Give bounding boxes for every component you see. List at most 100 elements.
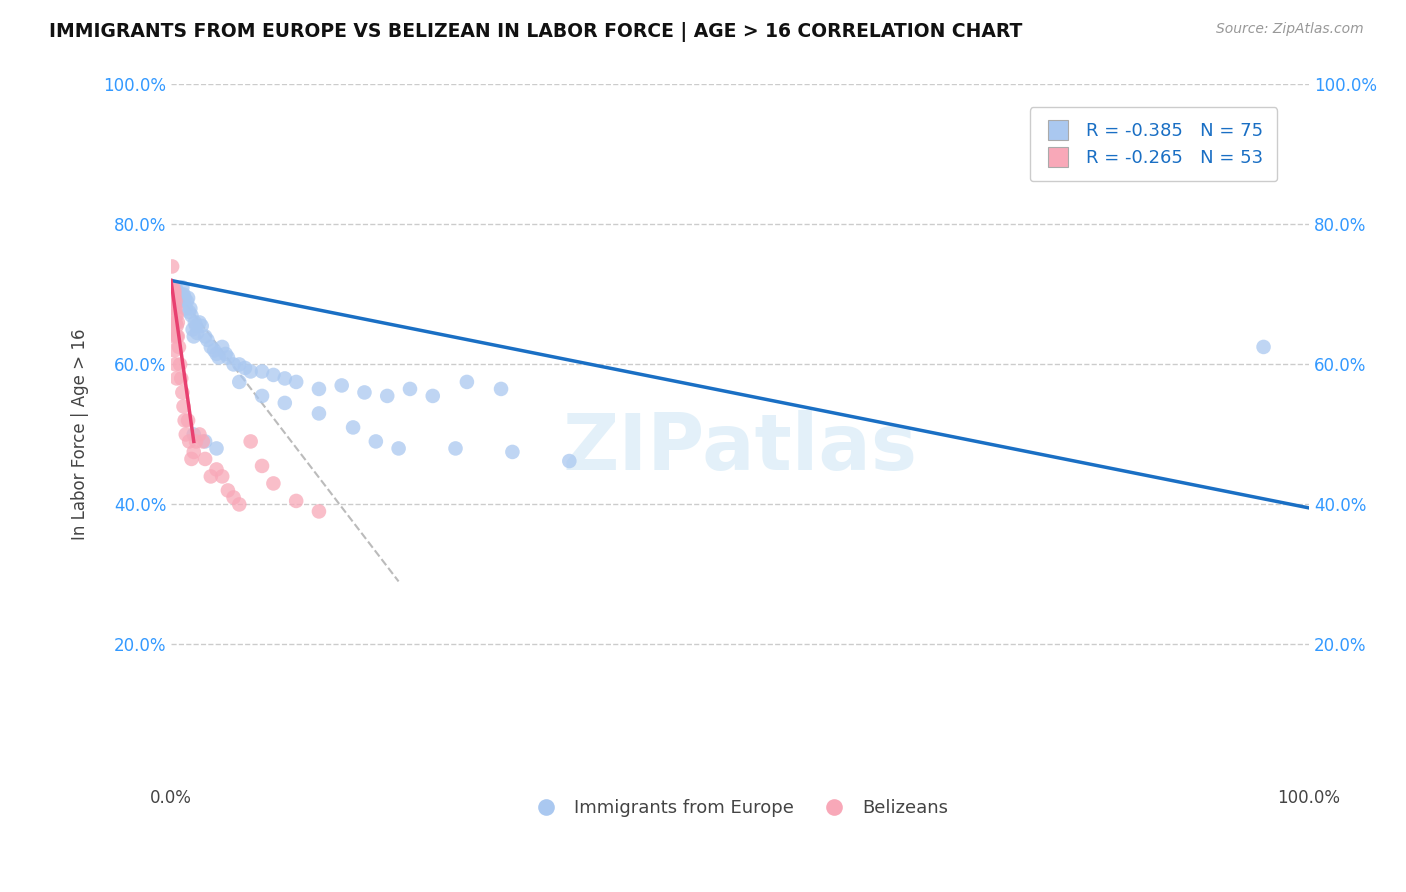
Point	[399, 382, 422, 396]
Point	[160, 260, 183, 274]
Point	[205, 442, 228, 456]
Point	[558, 454, 581, 468]
Point	[489, 382, 512, 396]
Point	[167, 294, 190, 309]
Point	[174, 301, 197, 316]
Legend: Immigrants from Europe, Belizeans: Immigrants from Europe, Belizeans	[524, 792, 955, 824]
Point	[217, 351, 239, 365]
Point	[222, 491, 245, 505]
Point	[456, 375, 478, 389]
Point	[162, 284, 184, 298]
Point	[228, 358, 250, 372]
Point	[162, 280, 184, 294]
Point	[166, 371, 188, 385]
Text: IMMIGRANTS FROM EUROPE VS BELIZEAN IN LABOR FORCE | AGE > 16 CORRELATION CHART: IMMIGRANTS FROM EUROPE VS BELIZEAN IN LA…	[49, 22, 1022, 42]
Point	[194, 329, 217, 343]
Point	[188, 427, 211, 442]
Point	[173, 413, 195, 427]
Point	[160, 280, 183, 294]
Point	[179, 305, 201, 319]
Point	[501, 445, 523, 459]
Point	[166, 315, 188, 329]
Point	[173, 287, 195, 301]
Point	[165, 280, 187, 294]
Point	[177, 413, 200, 427]
Point	[163, 291, 186, 305]
Point	[162, 294, 184, 309]
Point	[163, 284, 186, 298]
Point	[173, 291, 195, 305]
Point	[170, 287, 193, 301]
Point	[160, 287, 183, 301]
Point	[194, 452, 217, 467]
Point	[165, 358, 187, 372]
Point	[166, 329, 188, 343]
Point	[162, 329, 184, 343]
Point	[177, 291, 200, 305]
Point	[166, 291, 188, 305]
Point	[163, 291, 186, 305]
Point	[274, 396, 297, 410]
Point	[163, 301, 186, 316]
Point	[194, 434, 217, 449]
Point	[197, 333, 219, 347]
Point	[165, 291, 187, 305]
Point	[166, 309, 188, 323]
Point	[165, 287, 187, 301]
Point	[186, 326, 208, 340]
Point	[190, 318, 212, 333]
Y-axis label: In Labor Force | Age > 16: In Labor Force | Age > 16	[72, 328, 89, 541]
Point	[176, 294, 198, 309]
Point	[167, 340, 190, 354]
Point	[162, 291, 184, 305]
Point	[285, 494, 308, 508]
Point	[165, 301, 187, 316]
Point	[169, 287, 191, 301]
Point	[1253, 340, 1275, 354]
Point	[172, 291, 194, 305]
Point	[163, 287, 186, 301]
Point	[166, 318, 188, 333]
Point	[162, 291, 184, 305]
Point	[163, 284, 186, 298]
Point	[181, 322, 204, 336]
Point	[163, 343, 186, 358]
Point	[228, 498, 250, 512]
Point	[184, 434, 207, 449]
Point	[250, 364, 273, 378]
Point	[160, 291, 183, 305]
Point	[205, 347, 228, 361]
Point	[184, 318, 207, 333]
Point	[250, 389, 273, 403]
Point	[422, 389, 444, 403]
Text: ZIPatlas: ZIPatlas	[562, 410, 918, 486]
Point	[375, 389, 398, 403]
Point	[173, 400, 195, 414]
Point	[160, 322, 183, 336]
Point	[172, 385, 194, 400]
Point	[169, 291, 191, 305]
Point	[188, 315, 211, 329]
Point	[330, 378, 353, 392]
Point	[444, 442, 467, 456]
Point	[228, 375, 250, 389]
Point	[202, 343, 225, 358]
Point	[239, 364, 262, 378]
Point	[388, 442, 411, 456]
Point	[222, 358, 245, 372]
Point	[174, 427, 197, 442]
Point	[250, 458, 273, 473]
Point	[183, 427, 205, 442]
Point	[180, 452, 202, 467]
Point	[179, 434, 201, 449]
Point	[239, 434, 262, 449]
Point	[364, 434, 387, 449]
Point	[183, 329, 205, 343]
Point	[179, 301, 201, 316]
Point	[162, 287, 184, 301]
Point	[308, 382, 330, 396]
Point	[285, 375, 308, 389]
Point	[172, 280, 194, 294]
Point	[167, 287, 190, 301]
Point	[166, 287, 188, 301]
